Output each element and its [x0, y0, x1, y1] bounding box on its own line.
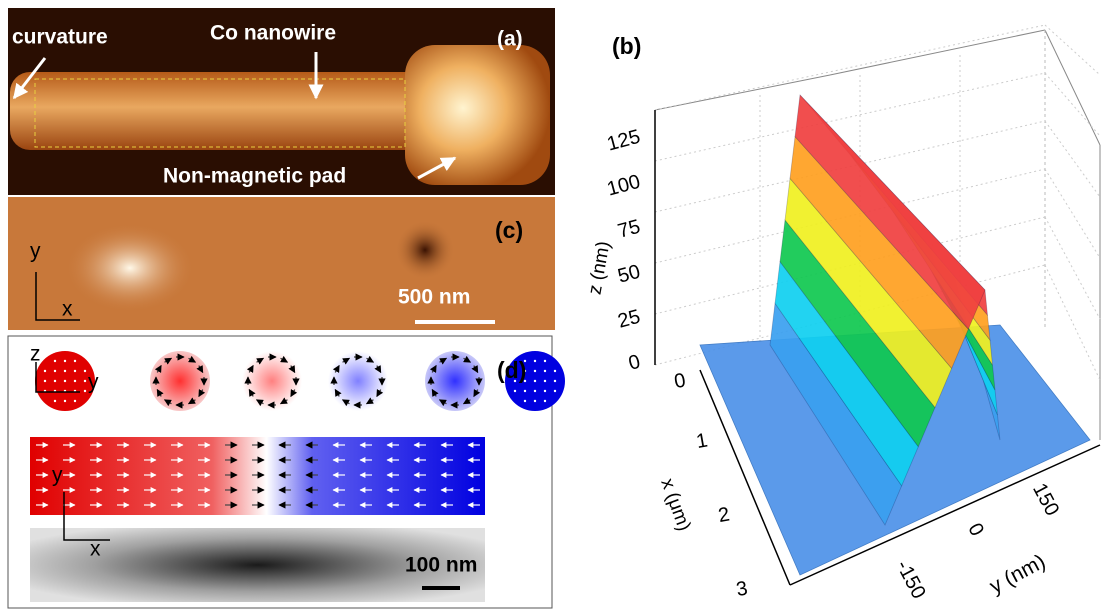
dot [534, 400, 536, 402]
vortex-state [150, 351, 210, 411]
axis-title: z (nm) [585, 240, 615, 297]
vortex-state [328, 351, 388, 411]
dot [84, 390, 86, 392]
vortex-state [425, 351, 485, 411]
annotation: Non-magnetic pad [163, 165, 346, 188]
tick-label: 0 [963, 520, 988, 540]
axis-label: x [90, 538, 101, 561]
bright-contrast [65, 223, 195, 313]
annotation: Co nanowire [210, 22, 336, 45]
dot [54, 360, 56, 362]
dot [54, 370, 56, 372]
tick-label: 0 [626, 351, 642, 375]
box-edge [1045, 169, 1100, 258]
magnetization-map [30, 437, 485, 515]
dot [524, 390, 526, 392]
panel-label: (c) [495, 217, 523, 243]
tick-label: -150 [892, 557, 930, 603]
axis-label: y [88, 371, 99, 394]
vortex-state [242, 351, 302, 411]
box-edge [1045, 265, 1100, 380]
dot [534, 370, 536, 372]
dot [554, 380, 556, 382]
dot [84, 380, 86, 382]
panel-label: (b) [612, 33, 641, 59]
scale-bar-label: 100 nm [405, 554, 477, 577]
tick-label: 50 [615, 261, 642, 288]
tick-label: 25 [615, 306, 642, 333]
box-edge [1045, 25, 1100, 75]
dot [524, 400, 526, 402]
dot [534, 360, 536, 362]
dot [544, 370, 546, 372]
annotation: curvature [12, 26, 108, 49]
box-edge [830, 30, 1045, 75]
tick-label: 1 [694, 429, 709, 453]
tick-label: 100 [605, 171, 643, 201]
pad [405, 45, 550, 185]
dot [74, 370, 76, 372]
dot [44, 370, 46, 372]
nanowire [10, 72, 425, 150]
dot [544, 390, 546, 392]
dark-contrast [395, 220, 455, 280]
tick-label: 75 [615, 216, 642, 243]
scale-bar-label: 500 nm [398, 286, 470, 309]
dot [534, 390, 536, 392]
panel-label: (d) [497, 357, 526, 383]
dot [544, 380, 546, 382]
figure: curvature Co nanowire Non-magnetic pad (… [0, 0, 1115, 610]
box-edge [1045, 217, 1100, 319]
dot [554, 390, 556, 392]
dot [64, 400, 66, 402]
tick-label: 0 [672, 369, 687, 393]
axis-label: x [62, 298, 73, 321]
dot [64, 370, 66, 372]
dot [74, 380, 76, 382]
dot [514, 390, 516, 392]
axis-label: y [30, 240, 41, 263]
dot [54, 380, 56, 382]
dot [84, 370, 86, 372]
dot [64, 380, 66, 382]
box-edge [655, 25, 1045, 110]
axis-label: y [52, 464, 63, 487]
axis-title: x (μm) [656, 476, 694, 534]
dot [534, 380, 536, 382]
tick-label: 125 [605, 126, 643, 156]
dot [54, 400, 56, 402]
tick-label: 3 [734, 577, 749, 601]
dot [544, 400, 546, 402]
tick-label: 2 [716, 503, 731, 527]
box-edge [1045, 30, 1100, 145]
dot [64, 360, 66, 362]
dot [74, 360, 76, 362]
dot [544, 360, 546, 362]
axis-title: y (nm) [986, 550, 1049, 598]
tick-label: 150 [1028, 480, 1063, 520]
dot [74, 400, 76, 402]
dot [554, 370, 556, 372]
box-edge [1045, 73, 1100, 136]
dot [44, 380, 46, 382]
panel-label: (a) [497, 28, 523, 51]
box-edge [1045, 121, 1100, 197]
